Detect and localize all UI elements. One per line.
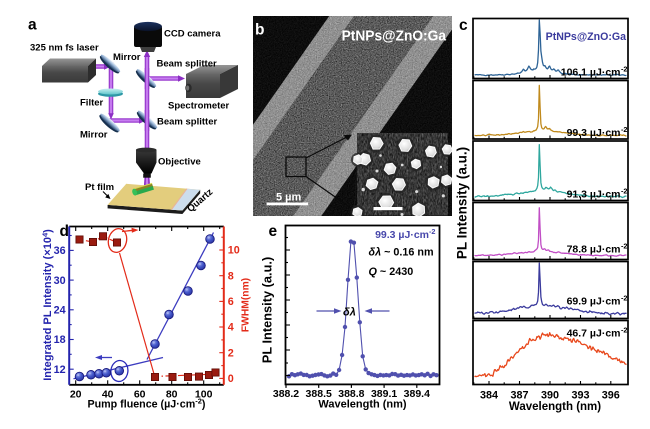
svg-text:6: 6 — [228, 296, 234, 308]
svg-text:PtNPs@ZnO:Ga: PtNPs@ZnO:Ga — [546, 31, 626, 43]
svg-text:c: c — [459, 17, 468, 34]
svg-text:36: 36 — [54, 245, 66, 257]
svg-text:99.3 µJ·cm-2: 99.3 µJ·cm-2 — [375, 227, 435, 241]
svg-text:388.2: 388.2 — [273, 388, 299, 400]
svg-text:Pt film: Pt film — [85, 182, 114, 193]
svg-text:Wavelength (nm): Wavelength (nm) — [509, 401, 601, 413]
svg-text:390: 390 — [541, 390, 559, 402]
svg-text:100: 100 — [195, 389, 213, 401]
svg-text:388.5: 388.5 — [306, 388, 332, 400]
svg-text:10: 10 — [228, 245, 240, 257]
svg-text:FWHM(nm): FWHM(nm) — [241, 278, 252, 332]
svg-text:389.1: 389.1 — [371, 388, 397, 400]
svg-text:Pump fluence (µJ·cm-2): Pump fluence (µJ·cm-2) — [88, 397, 206, 411]
svg-text:-2: -2 — [621, 125, 628, 134]
svg-text:Wavelength (nm): Wavelength (nm) — [318, 398, 407, 410]
svg-text:18: 18 — [54, 334, 66, 346]
svg-text:Filter: Filter — [80, 98, 104, 109]
svg-text:388.8: 388.8 — [338, 388, 364, 400]
svg-text:-2: -2 — [621, 326, 628, 335]
svg-text:Integrated PL Intensity (×104): Integrated PL Intensity (×104) — [40, 229, 54, 381]
svg-text:-2: -2 — [621, 242, 628, 251]
svg-text:δλ ~ 0.16 nm: δλ ~ 0.16 nm — [369, 247, 434, 259]
svg-text:389.4: 389.4 — [404, 388, 430, 400]
svg-text:PtNPs@ZnO:Ga: PtNPs@ZnO:Ga — [342, 27, 447, 43]
svg-text:Objective: Objective — [158, 157, 201, 168]
svg-text:Mirror: Mirror — [113, 52, 141, 63]
svg-text:b: b — [255, 22, 264, 39]
svg-text:Mirror: Mirror — [80, 130, 108, 141]
svg-text:387: 387 — [510, 390, 528, 402]
svg-text:Beam splitter: Beam splitter — [157, 59, 217, 70]
svg-text:PL Intensity (a.u.): PL Intensity (a.u.) — [260, 257, 275, 363]
svg-text:80: 80 — [166, 389, 178, 401]
svg-text:5 µm: 5 µm — [276, 192, 302, 204]
svg-text:91.3 µJ·cm: 91.3 µJ·cm — [567, 188, 621, 200]
svg-text:396: 396 — [602, 390, 620, 402]
svg-text:69.9 µJ·cm: 69.9 µJ·cm — [567, 295, 621, 307]
svg-text:99.3 µJ·cm: 99.3 µJ·cm — [567, 127, 621, 139]
svg-text:30: 30 — [54, 275, 66, 287]
svg-text:20: 20 — [70, 389, 82, 401]
svg-text:e: e — [269, 223, 278, 240]
svg-text:a: a — [28, 17, 37, 34]
svg-text:24: 24 — [54, 305, 66, 317]
svg-text:60: 60 — [134, 389, 146, 401]
svg-text:PL Intensity (a.u.): PL Intensity (a.u.) — [455, 147, 470, 259]
svg-text:40: 40 — [102, 389, 114, 401]
svg-text:CCD camera: CCD camera — [164, 29, 221, 40]
svg-text:Spectrometer: Spectrometer — [168, 101, 230, 112]
svg-text:325 nm fs laser: 325 nm fs laser — [30, 43, 99, 54]
svg-text:Beam splitter: Beam splitter — [157, 117, 217, 128]
svg-text:78.8 µJ·cm: 78.8 µJ·cm — [567, 243, 621, 255]
svg-text:-2: -2 — [621, 187, 628, 196]
svg-text:-2: -2 — [621, 65, 628, 74]
svg-text:8: 8 — [228, 270, 234, 282]
svg-text:-2: -2 — [621, 294, 628, 303]
svg-text:δλ: δλ — [343, 307, 356, 319]
svg-text:12: 12 — [54, 364, 66, 376]
svg-text:2: 2 — [228, 347, 234, 359]
svg-text:106.1 µJ·cm: 106.1 µJ·cm — [561, 66, 621, 78]
svg-text:0: 0 — [228, 373, 234, 385]
svg-text:46.7 µJ·cm: 46.7 µJ·cm — [567, 327, 621, 339]
svg-text:393: 393 — [571, 390, 589, 402]
svg-text:4: 4 — [228, 322, 234, 334]
svg-text:384: 384 — [480, 390, 498, 402]
svg-text:Q ~ 2430: Q ~ 2430 — [369, 266, 414, 278]
svg-text:d: d — [60, 223, 69, 240]
